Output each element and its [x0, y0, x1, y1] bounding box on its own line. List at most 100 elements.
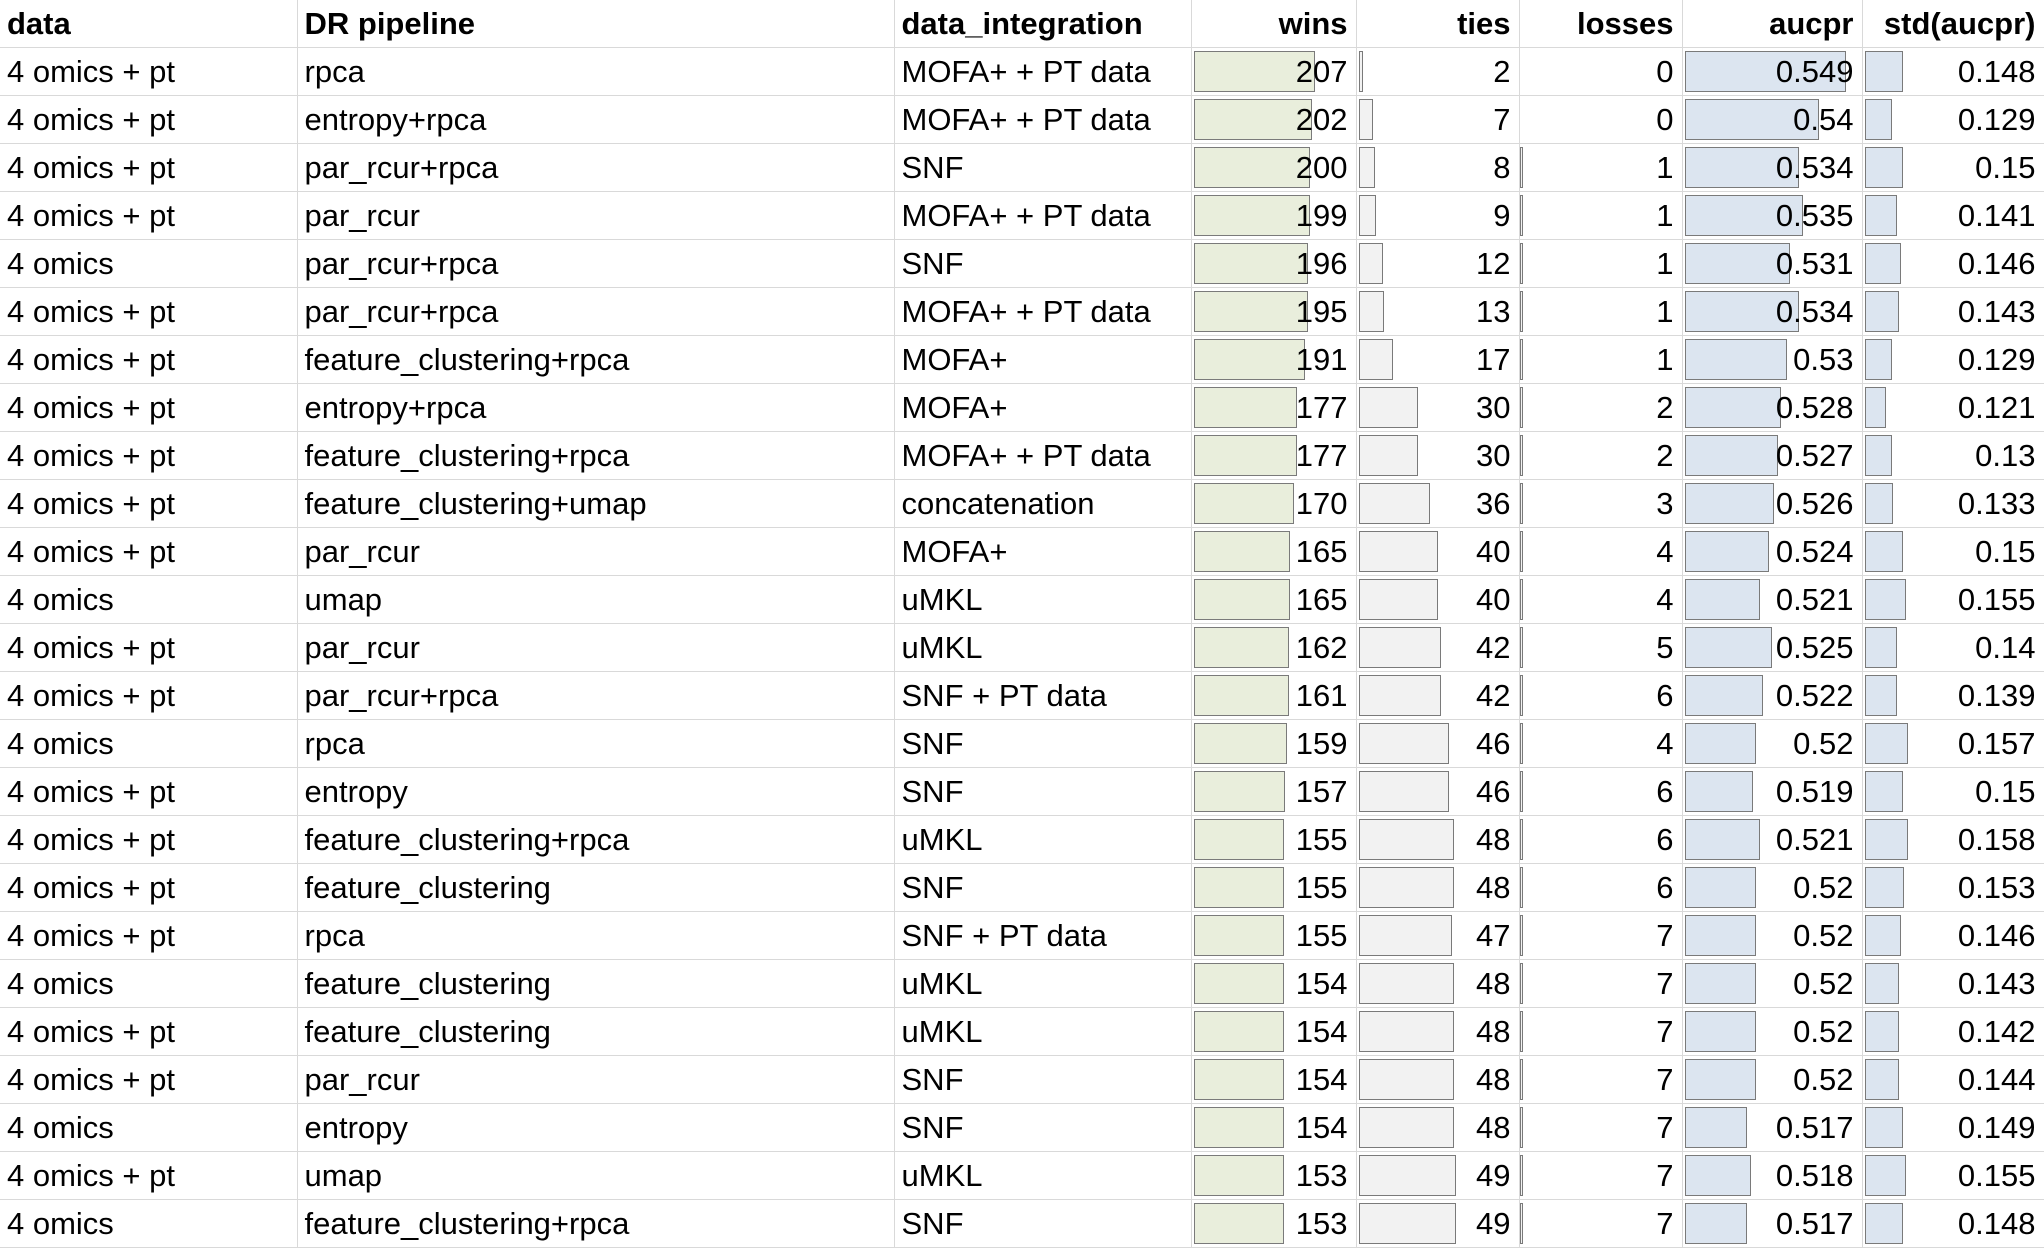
- cell-std[interactable]: 0.143: [1862, 959, 2044, 1008]
- header-aucpr[interactable]: aucpr: [1682, 0, 1863, 48]
- cell-ties[interactable]: 2: [1356, 47, 1520, 96]
- cell-data[interactable]: 4 omics + pt: [0, 527, 298, 576]
- header-dr-pipeline[interactable]: DR pipeline: [297, 0, 895, 48]
- cell-wins[interactable]: 195: [1191, 287, 1357, 336]
- cell-losses[interactable]: 7: [1519, 959, 1683, 1008]
- cell-std[interactable]: 0.143: [1862, 287, 2044, 336]
- cell-data[interactable]: 4 omics + pt: [0, 383, 298, 432]
- cell-ties[interactable]: 48: [1356, 863, 1520, 912]
- cell-dr-pipeline[interactable]: feature_clustering: [297, 863, 895, 912]
- header-data[interactable]: data: [0, 0, 298, 48]
- cell-wins[interactable]: 207: [1191, 47, 1357, 96]
- cell-data-integration[interactable]: MOFA+ + PT data: [894, 95, 1192, 144]
- cell-dr-pipeline[interactable]: feature_clustering+rpca: [297, 335, 895, 384]
- cell-dr-pipeline[interactable]: rpca: [297, 911, 895, 960]
- cell-data[interactable]: 4 omics: [0, 575, 298, 624]
- cell-data-integration[interactable]: SNF: [894, 1055, 1192, 1104]
- cell-ties[interactable]: 49: [1356, 1199, 1520, 1248]
- cell-dr-pipeline[interactable]: entropy+rpca: [297, 95, 895, 144]
- cell-data[interactable]: 4 omics: [0, 1199, 298, 1248]
- cell-wins[interactable]: 196: [1191, 239, 1357, 288]
- cell-std[interactable]: 0.139: [1862, 671, 2044, 720]
- header-ties[interactable]: ties: [1356, 0, 1520, 48]
- cell-dr-pipeline[interactable]: feature_clustering: [297, 959, 895, 1008]
- cell-wins[interactable]: 191: [1191, 335, 1357, 384]
- cell-wins[interactable]: 154: [1191, 1007, 1357, 1056]
- cell-losses[interactable]: 4: [1519, 527, 1683, 576]
- cell-data[interactable]: 4 omics + pt: [0, 143, 298, 192]
- cell-data[interactable]: 4 omics + pt: [0, 47, 298, 96]
- cell-ties[interactable]: 30: [1356, 431, 1520, 480]
- cell-dr-pipeline[interactable]: feature_clustering+rpca: [297, 1199, 895, 1248]
- cell-wins[interactable]: 162: [1191, 623, 1357, 672]
- cell-data-integration[interactable]: MOFA+ + PT data: [894, 431, 1192, 480]
- cell-losses[interactable]: 7: [1519, 1151, 1683, 1200]
- cell-std[interactable]: 0.158: [1862, 815, 2044, 864]
- cell-wins[interactable]: 155: [1191, 863, 1357, 912]
- cell-data-integration[interactable]: MOFA+: [894, 527, 1192, 576]
- cell-data-integration[interactable]: uMKL: [894, 1007, 1192, 1056]
- cell-std[interactable]: 0.146: [1862, 239, 2044, 288]
- cell-std[interactable]: 0.15: [1862, 143, 2044, 192]
- cell-aucpr[interactable]: 0.534: [1682, 287, 1863, 336]
- cell-dr-pipeline[interactable]: par_rcur: [297, 527, 895, 576]
- cell-data-integration[interactable]: SNF: [894, 767, 1192, 816]
- cell-losses[interactable]: 1: [1519, 335, 1683, 384]
- cell-std[interactable]: 0.146: [1862, 911, 2044, 960]
- cell-losses[interactable]: 6: [1519, 767, 1683, 816]
- cell-data[interactable]: 4 omics + pt: [0, 335, 298, 384]
- cell-data[interactable]: 4 omics: [0, 1103, 298, 1152]
- cell-losses[interactable]: 4: [1519, 575, 1683, 624]
- cell-data-integration[interactable]: SNF: [894, 719, 1192, 768]
- cell-std[interactable]: 0.157: [1862, 719, 2044, 768]
- cell-wins[interactable]: 155: [1191, 911, 1357, 960]
- cell-ties[interactable]: 8: [1356, 143, 1520, 192]
- cell-aucpr[interactable]: 0.54: [1682, 95, 1863, 144]
- cell-std[interactable]: 0.129: [1862, 335, 2044, 384]
- cell-wins[interactable]: 165: [1191, 575, 1357, 624]
- cell-aucpr[interactable]: 0.52: [1682, 1055, 1863, 1104]
- cell-data-integration[interactable]: uMKL: [894, 575, 1192, 624]
- cell-ties[interactable]: 49: [1356, 1151, 1520, 1200]
- cell-data-integration[interactable]: concatenation: [894, 479, 1192, 528]
- cell-dr-pipeline[interactable]: par_rcur: [297, 191, 895, 240]
- cell-std[interactable]: 0.133: [1862, 479, 2044, 528]
- cell-data-integration[interactable]: uMKL: [894, 959, 1192, 1008]
- cell-data[interactable]: 4 omics + pt: [0, 431, 298, 480]
- cell-dr-pipeline[interactable]: feature_clustering+umap: [297, 479, 895, 528]
- header-data-integration[interactable]: data_integration: [894, 0, 1192, 48]
- cell-aucpr[interactable]: 0.521: [1682, 815, 1863, 864]
- cell-data-integration[interactable]: uMKL: [894, 1151, 1192, 1200]
- cell-std[interactable]: 0.148: [1862, 47, 2044, 96]
- cell-aucpr[interactable]: 0.528: [1682, 383, 1863, 432]
- cell-dr-pipeline[interactable]: entropy: [297, 1103, 895, 1152]
- cell-aucpr[interactable]: 0.526: [1682, 479, 1863, 528]
- cell-losses[interactable]: 4: [1519, 719, 1683, 768]
- cell-std[interactable]: 0.155: [1862, 1151, 2044, 1200]
- cell-ties[interactable]: 9: [1356, 191, 1520, 240]
- cell-losses[interactable]: 5: [1519, 623, 1683, 672]
- cell-ties[interactable]: 13: [1356, 287, 1520, 336]
- cell-std[interactable]: 0.142: [1862, 1007, 2044, 1056]
- cell-losses[interactable]: 6: [1519, 863, 1683, 912]
- cell-ties[interactable]: 46: [1356, 719, 1520, 768]
- cell-ties[interactable]: 40: [1356, 575, 1520, 624]
- cell-dr-pipeline[interactable]: par_rcur: [297, 623, 895, 672]
- cell-std[interactable]: 0.155: [1862, 575, 2044, 624]
- cell-data[interactable]: 4 omics + pt: [0, 767, 298, 816]
- cell-dr-pipeline[interactable]: par_rcur: [297, 1055, 895, 1104]
- cell-std[interactable]: 0.15: [1862, 527, 2044, 576]
- cell-losses[interactable]: 0: [1519, 95, 1683, 144]
- cell-ties[interactable]: 47: [1356, 911, 1520, 960]
- cell-data[interactable]: 4 omics + pt: [0, 623, 298, 672]
- cell-aucpr[interactable]: 0.534: [1682, 143, 1863, 192]
- cell-data[interactable]: 4 omics + pt: [0, 287, 298, 336]
- cell-losses[interactable]: 1: [1519, 239, 1683, 288]
- cell-aucpr[interactable]: 0.517: [1682, 1103, 1863, 1152]
- cell-wins[interactable]: 165: [1191, 527, 1357, 576]
- cell-dr-pipeline[interactable]: feature_clustering+rpca: [297, 431, 895, 480]
- cell-data-integration[interactable]: SNF: [894, 863, 1192, 912]
- cell-wins[interactable]: 161: [1191, 671, 1357, 720]
- cell-aucpr[interactable]: 0.52: [1682, 719, 1863, 768]
- cell-aucpr[interactable]: 0.522: [1682, 671, 1863, 720]
